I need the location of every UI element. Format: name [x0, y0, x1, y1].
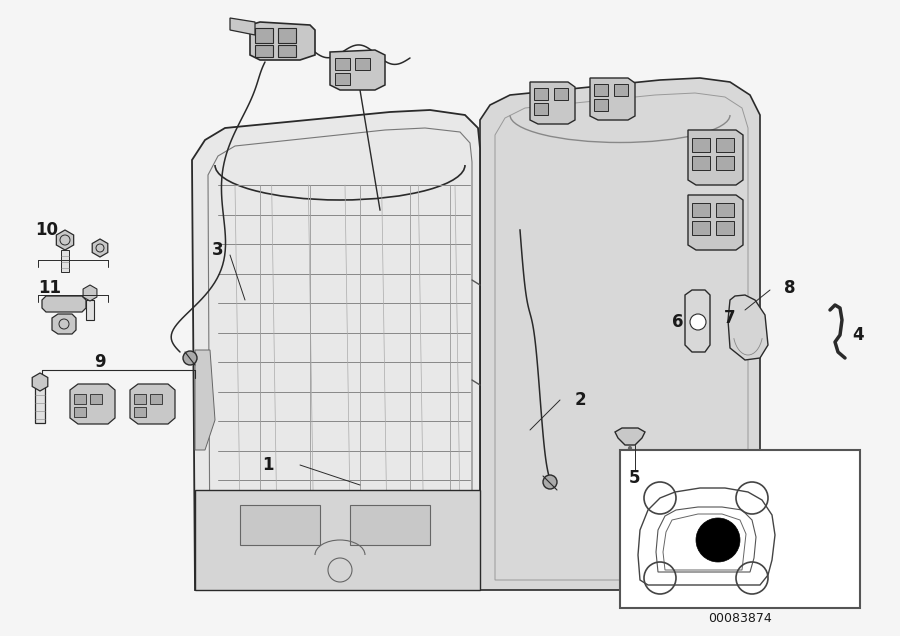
Bar [534, 88, 548, 100]
Bar [692, 203, 710, 217]
Circle shape [696, 518, 740, 562]
Polygon shape [192, 110, 480, 590]
Bar [355, 58, 370, 70]
Polygon shape [480, 78, 760, 590]
Bar [692, 138, 710, 152]
Polygon shape [32, 373, 48, 391]
Bar [255, 45, 273, 57]
Bar [255, 28, 273, 43]
Bar [240, 505, 320, 545]
Bar [86, 300, 94, 320]
Bar [350, 505, 430, 545]
Text: 7: 7 [724, 309, 736, 327]
Circle shape [690, 314, 706, 330]
Bar [150, 394, 162, 404]
Polygon shape [590, 78, 635, 120]
Text: 6: 6 [672, 313, 684, 331]
Text: 11: 11 [38, 279, 61, 297]
Polygon shape [688, 130, 743, 185]
Circle shape [183, 351, 197, 365]
Bar [692, 156, 710, 170]
Polygon shape [330, 50, 385, 90]
Bar [74, 394, 86, 404]
Text: 8: 8 [784, 279, 796, 297]
Bar [134, 407, 146, 417]
Polygon shape [195, 490, 480, 590]
Polygon shape [42, 296, 86, 312]
Text: 5: 5 [629, 469, 641, 487]
Circle shape [543, 475, 557, 489]
Bar [134, 394, 146, 404]
Bar [716, 221, 734, 235]
Polygon shape [615, 428, 645, 445]
Bar [74, 407, 86, 417]
Polygon shape [250, 22, 315, 60]
Bar [692, 221, 710, 235]
Bar [594, 84, 608, 96]
Bar [614, 84, 628, 96]
Bar [278, 28, 296, 43]
Polygon shape [83, 285, 97, 301]
Text: 9: 9 [94, 353, 106, 371]
Polygon shape [728, 295, 768, 360]
Bar [716, 203, 734, 217]
Text: 4: 4 [852, 326, 864, 344]
Text: 2: 2 [574, 391, 586, 409]
Text: 3: 3 [212, 241, 224, 259]
Bar [716, 156, 734, 170]
Polygon shape [195, 350, 215, 450]
Text: 00083874: 00083874 [708, 611, 772, 625]
Polygon shape [685, 290, 710, 352]
Bar [278, 45, 296, 57]
Polygon shape [92, 239, 108, 257]
Polygon shape [70, 384, 115, 424]
Bar [335, 73, 350, 85]
Text: 1: 1 [262, 456, 274, 474]
Bar [620, 450, 860, 608]
Polygon shape [52, 314, 76, 334]
Bar [594, 99, 608, 111]
Polygon shape [530, 82, 575, 124]
Polygon shape [130, 384, 175, 424]
Polygon shape [230, 18, 255, 35]
Text: 10: 10 [35, 221, 58, 239]
Bar [90, 394, 102, 404]
Polygon shape [57, 230, 74, 250]
Bar [335, 58, 350, 70]
Bar [61, 250, 69, 272]
Bar [534, 103, 548, 115]
Bar [554, 88, 568, 100]
Bar [716, 138, 734, 152]
Bar [35, 385, 45, 423]
Polygon shape [688, 195, 743, 250]
